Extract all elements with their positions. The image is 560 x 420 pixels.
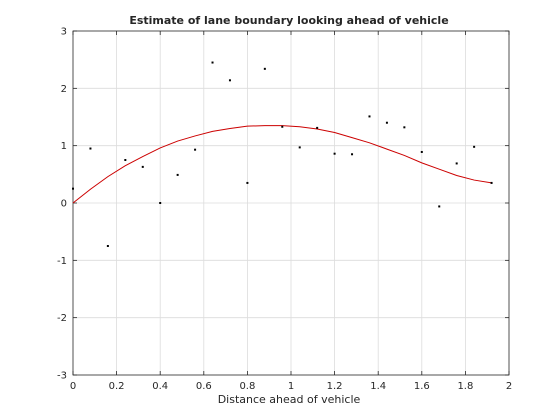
data-point bbox=[159, 202, 162, 204]
data-point bbox=[281, 125, 284, 128]
data-point bbox=[351, 153, 354, 156]
y-tick-label: 2 bbox=[61, 84, 67, 95]
data-point bbox=[124, 159, 127, 161]
x-axis-label: Distance ahead of vehicle bbox=[218, 393, 361, 406]
chart-title: Estimate of lane boundary looking ahead … bbox=[129, 14, 448, 27]
data-point bbox=[490, 181, 493, 184]
y-tick-label: -2 bbox=[57, 313, 67, 324]
data-series bbox=[72, 61, 493, 247]
fitted-boundary-curve bbox=[72, 125, 492, 204]
data-point bbox=[438, 205, 441, 208]
data-point bbox=[194, 148, 197, 151]
x-tick-label: 1.4 bbox=[370, 381, 386, 392]
x-tick-label: 0.8 bbox=[239, 381, 255, 392]
tick-marks bbox=[72, 30, 510, 376]
data-point bbox=[263, 67, 266, 70]
y-tick-label: 1 bbox=[61, 141, 67, 152]
data-point bbox=[298, 146, 301, 149]
x-tick-label: 0.4 bbox=[152, 381, 168, 392]
data-point bbox=[333, 152, 336, 155]
x-tick-labels: 0 0.2 0.4 0.6 0.8 1 1.2 1.4 1.6 1.8 2 bbox=[70, 381, 512, 392]
data-point bbox=[89, 147, 92, 150]
data-point bbox=[316, 126, 319, 129]
data-point bbox=[455, 162, 458, 165]
data-point bbox=[176, 173, 179, 176]
x-tick-label: 0.6 bbox=[196, 381, 212, 392]
y-tick-label: 0 bbox=[61, 199, 67, 210]
x-tick-label: 0.2 bbox=[109, 381, 125, 392]
y-tick-labels: -3 -2 -1 0 1 2 3 bbox=[57, 27, 67, 382]
grid-lines bbox=[73, 31, 509, 375]
y-tick-label: -1 bbox=[57, 256, 67, 267]
data-point bbox=[141, 165, 144, 168]
x-tick-label: 0 bbox=[70, 381, 76, 392]
y-tick-label: -3 bbox=[57, 371, 67, 382]
data-point bbox=[228, 79, 231, 82]
data-point bbox=[211, 61, 214, 64]
x-tick-label: 1.2 bbox=[327, 381, 343, 392]
x-tick-label: 2 bbox=[506, 381, 512, 392]
y-tick-label: 3 bbox=[61, 27, 67, 38]
x-tick-label: 1.6 bbox=[414, 381, 430, 392]
data-point bbox=[385, 121, 388, 124]
data-point bbox=[403, 126, 406, 129]
data-point bbox=[246, 181, 249, 184]
x-tick-label: 1.8 bbox=[457, 381, 473, 392]
data-point bbox=[473, 145, 476, 148]
data-point bbox=[72, 187, 74, 190]
data-point bbox=[106, 245, 109, 247]
x-tick-label: 1 bbox=[288, 381, 294, 392]
data-point bbox=[368, 115, 371, 118]
data-point bbox=[420, 150, 423, 153]
